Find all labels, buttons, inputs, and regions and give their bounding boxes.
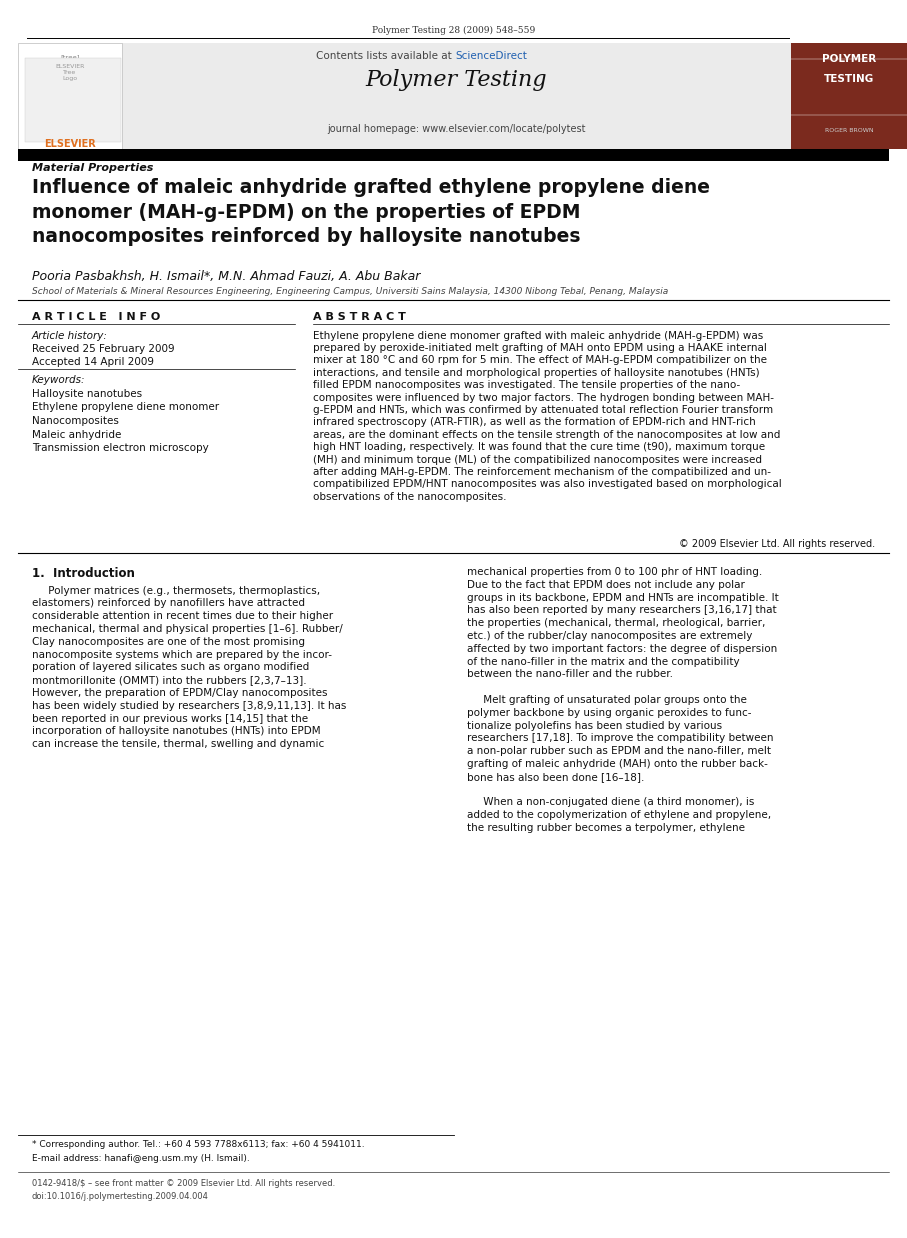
Text: Material Properties: Material Properties — [32, 163, 153, 173]
Text: Received 25 February 2009: Received 25 February 2009 — [32, 344, 174, 354]
Text: [tree]: [tree] — [60, 54, 80, 61]
Bar — [18, 43, 122, 149]
Text: ELSEVIER
Tree
Logo: ELSEVIER Tree Logo — [55, 64, 84, 80]
Text: Ethylene propylene diene monomer grafted with maleic anhydride (MAH-g-EPDM) was
: Ethylene propylene diene monomer grafted… — [313, 331, 782, 501]
Text: Polymer Testing: Polymer Testing — [366, 69, 547, 92]
Text: Ethylene propylene diene monomer: Ethylene propylene diene monomer — [32, 402, 219, 412]
Text: 0142-9418/$ – see front matter © 2009 Elsevier Ltd. All rights reserved.: 0142-9418/$ – see front matter © 2009 El… — [32, 1179, 335, 1187]
Text: TESTING: TESTING — [824, 74, 874, 84]
Text: ROGER BROWN: ROGER BROWN — [824, 128, 873, 132]
Text: * Corresponding author. Tel.: +60 4 593 7788x6113; fax: +60 4 5941011.: * Corresponding author. Tel.: +60 4 593 … — [32, 1140, 365, 1149]
Text: ELSEVIER: ELSEVIER — [44, 139, 96, 149]
Text: mechanical properties from 0 to 100 phr of HNT loading.
Due to the fact that EPD: mechanical properties from 0 to 100 phr … — [467, 567, 779, 833]
Bar — [122, 43, 791, 149]
Text: © 2009 Elsevier Ltd. All rights reserved.: © 2009 Elsevier Ltd. All rights reserved… — [679, 539, 875, 548]
Text: Contents lists available at: Contents lists available at — [317, 51, 455, 61]
Text: Pooria Pasbakhsh, H. Ismail*, M.N. Ahmad Fauzi, A. Abu Bakar: Pooria Pasbakhsh, H. Ismail*, M.N. Ahmad… — [32, 270, 420, 284]
Text: A R T I C L E   I N F O: A R T I C L E I N F O — [32, 312, 160, 322]
Text: 1.  Introduction: 1. Introduction — [32, 567, 134, 581]
Bar — [791, 43, 907, 149]
Text: Polymer Testing 28 (2009) 548–559: Polymer Testing 28 (2009) 548–559 — [372, 26, 535, 35]
Text: Keywords:: Keywords: — [32, 375, 85, 385]
Text: A B S T R A C T: A B S T R A C T — [313, 312, 405, 322]
Text: E-mail address: hanafi@eng.usm.my (H. Ismail).: E-mail address: hanafi@eng.usm.my (H. Is… — [32, 1154, 249, 1162]
Text: Nanocomposites: Nanocomposites — [32, 416, 119, 426]
Text: POLYMER: POLYMER — [822, 54, 876, 64]
Bar — [25, 58, 121, 142]
Text: Maleic anhydride: Maleic anhydride — [32, 430, 122, 439]
Text: School of Materials & Mineral Resources Engineering, Engineering Campus, Univers: School of Materials & Mineral Resources … — [32, 287, 668, 296]
Bar — [18, 149, 889, 161]
Text: Influence of maleic anhydride grafted ethylene propylene diene
monomer (MAH-g-EP: Influence of maleic anhydride grafted et… — [32, 178, 710, 246]
Text: Accepted 14 April 2009: Accepted 14 April 2009 — [32, 357, 154, 366]
Text: ScienceDirect: ScienceDirect — [455, 51, 527, 61]
Text: Article history:: Article history: — [32, 331, 108, 340]
Text: Halloysite nanotubes: Halloysite nanotubes — [32, 389, 141, 399]
Text: Polymer matrices (e.g., thermosets, thermoplastics,
elastomers) reinforced by na: Polymer matrices (e.g., thermosets, ther… — [32, 586, 346, 749]
Text: Transmission electron microscopy: Transmission electron microscopy — [32, 443, 209, 453]
Text: doi:10.1016/j.polymertesting.2009.04.004: doi:10.1016/j.polymertesting.2009.04.004 — [32, 1192, 209, 1201]
Text: journal homepage: www.elsevier.com/locate/polytest: journal homepage: www.elsevier.com/locat… — [327, 124, 586, 134]
